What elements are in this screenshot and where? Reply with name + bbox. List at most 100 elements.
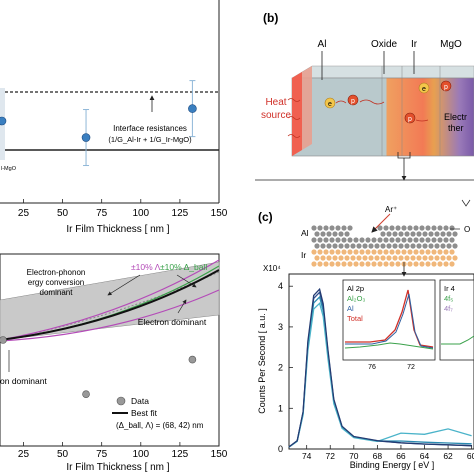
x-tick-label: 64 [420, 451, 430, 461]
al-atom [389, 237, 395, 243]
al-atom [347, 237, 353, 243]
legend-data-label: Data [131, 396, 149, 406]
ir-atom [407, 261, 413, 267]
ir-atom [344, 255, 350, 261]
lambda-pm-label: ±10% Λ [131, 262, 161, 272]
al-atom [425, 225, 431, 231]
al-atom [356, 243, 362, 249]
x-ticks: 25 50 75 100 125 150 [18, 199, 228, 219]
panel-b: (b) Al Oxide Ir MgO e p e p p Heat [255, 11, 474, 181]
al-atom [440, 231, 446, 237]
al-atom [407, 237, 413, 243]
al-atom [341, 237, 347, 243]
y-tick-label: 3 [278, 322, 283, 332]
panel-a-bottom: 25 50 75 100 125 150 Electron-phonon ergy con… [0, 253, 228, 473]
al-atom [350, 243, 356, 249]
annotation-line-1: Interface resistances [113, 124, 187, 133]
x-tick-label: 75 [96, 208, 108, 219]
ir-atom [326, 255, 332, 261]
ir-atom [428, 255, 434, 261]
al-atom [380, 231, 386, 237]
ir-atom [338, 255, 344, 261]
atom-schematic [311, 225, 458, 267]
layer-ir-label: Ir [301, 250, 306, 260]
layer-ir: Ir [411, 39, 418, 50]
wavy-arrow [359, 99, 385, 105]
al-atom [353, 237, 359, 243]
al-atom [446, 243, 452, 249]
ir-atom [419, 249, 425, 255]
ir-atom [353, 249, 359, 255]
al-atom [338, 243, 344, 249]
best-fit-curve [0, 269, 220, 341]
ir-atom [437, 261, 443, 267]
multiplier-label: X10⁴ [263, 264, 281, 273]
ir-atom [431, 249, 437, 255]
al-atom [323, 225, 329, 231]
inset-al-title: Al 2p [347, 284, 364, 293]
heat-wave [287, 116, 301, 120]
ir-atom [443, 249, 449, 255]
inset-al-legend-oxide: Al₂O₃ [347, 294, 365, 303]
x-tick-label: 70 [349, 451, 359, 461]
ir-atom [320, 255, 326, 261]
al-atom [386, 231, 392, 237]
al-atom [389, 225, 395, 231]
al-atom [383, 225, 389, 231]
al-atom [449, 237, 455, 243]
x-tick-label: 66 [396, 451, 406, 461]
x-tick-label: 25 [18, 449, 30, 460]
ir-atom [359, 249, 365, 255]
ir-atom [404, 255, 410, 261]
on-dominant-label: on dominant [0, 376, 47, 386]
side-bracket [461, 199, 471, 207]
inset-al-legend-al: Al [347, 304, 354, 313]
panel-c: (c) Al Ir Ar⁺ O X10⁴ 0 1 2 3 4 74 72 70 68 66 64 6… [257, 199, 474, 470]
y-tick-label: 2 [278, 363, 283, 373]
ir-atom [395, 261, 401, 267]
ir-atom [356, 255, 362, 261]
al-atom [362, 243, 368, 249]
inset-al-oxide [344, 342, 434, 350]
al-atom [332, 243, 338, 249]
ir-atom [368, 255, 374, 261]
ir-atom [365, 249, 371, 255]
al-atom [434, 243, 440, 249]
ir-atom [314, 255, 320, 261]
carrier-label: p [351, 98, 355, 105]
inset-al-tick: 76 [368, 364, 376, 371]
x-tick-label: 68 [373, 451, 383, 461]
ir-atom [449, 261, 455, 267]
ir-atom [353, 261, 359, 267]
al-atom [428, 231, 434, 237]
data-point [188, 104, 197, 113]
heat-wave [287, 134, 301, 138]
al-atom [416, 231, 422, 237]
annotation-line-2: (1/G_Al-Ir + 1/G_Ir-MgO) [108, 135, 192, 144]
al-atom [404, 231, 410, 237]
heat-wave [287, 98, 301, 102]
al-atom [341, 225, 347, 231]
layer-mgo: MgO [440, 39, 462, 50]
al-atom [452, 243, 458, 249]
al-atom [347, 225, 353, 231]
carrier-label: p [408, 116, 412, 123]
ir-atom [350, 255, 356, 261]
ir-atom [398, 255, 404, 261]
y-ticks: 0 1 2 3 4 [278, 281, 293, 454]
ion-beam [371, 213, 391, 233]
al-atom [344, 231, 350, 237]
al-atom [404, 243, 410, 249]
data-point [82, 390, 90, 398]
ir-atom [422, 255, 428, 261]
ir-atom [386, 255, 392, 261]
ir-atom [431, 261, 437, 267]
ir-atom [347, 249, 353, 255]
annotation-arrow [107, 274, 141, 296]
al-atom [392, 231, 398, 237]
ir-atom [341, 261, 347, 267]
carrier-label: e [328, 101, 332, 108]
al-atom [401, 237, 407, 243]
al-atom [431, 225, 437, 231]
